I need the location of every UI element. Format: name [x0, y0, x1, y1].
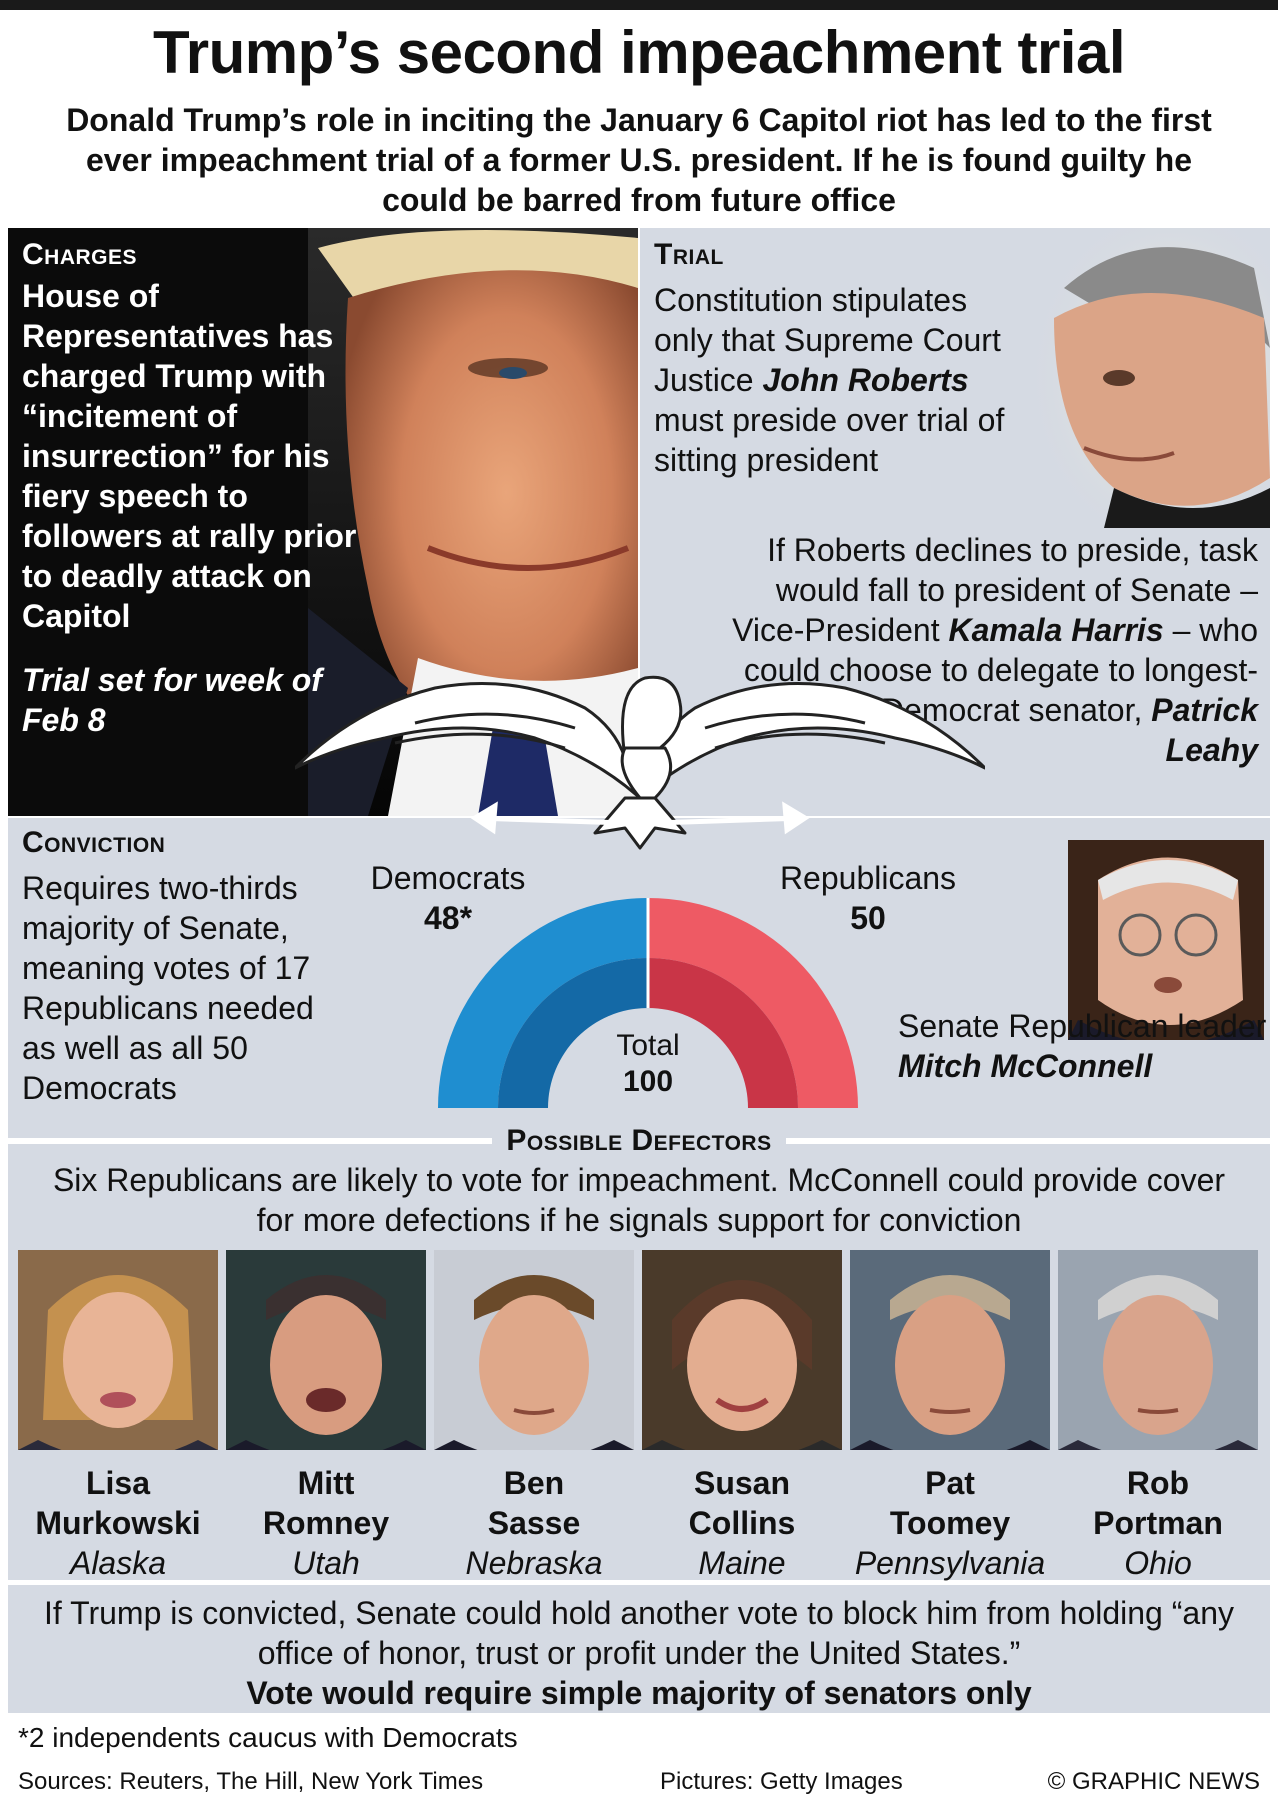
republicans-count: 50 — [850, 900, 886, 936]
trial-body-post: must preside over trial of sitting presi… — [654, 402, 1005, 478]
senator-last-name: Toomey — [889, 1505, 1011, 1541]
romney-photo — [226, 1250, 426, 1460]
trial-panel: Trial Constitution stipulates only that … — [640, 228, 1270, 816]
portman-photo — [1058, 1250, 1258, 1460]
conviction-outcome-panel: If Trump is convicted, Senate could hold… — [8, 1585, 1270, 1713]
defectors-panel: Possible Defectors Six Republicans are l… — [8, 1124, 1270, 1583]
senator-last-name: Sasse — [487, 1505, 581, 1541]
mcconnell-photo — [1068, 840, 1264, 1040]
conviction-body: Requires two-thirds majority of Senate, … — [22, 870, 314, 1106]
republicans-legend: Republicans 50 — [768, 858, 968, 938]
trial-body: Constitution stipulates only that Suprem… — [654, 280, 1014, 480]
democrats-legend: Democrats 48* — [353, 858, 543, 938]
senator-name: Mitt Romney — [226, 1463, 426, 1543]
senator-card-sasse: Ben Sasse Nebraska — [434, 1250, 634, 1583]
charges-body: House of Representatives has charged Tru… — [22, 278, 357, 634]
senator-last-name: Romney — [262, 1505, 390, 1541]
senator-state: Nebraska — [465, 1545, 603, 1581]
eagle-emblem-icon — [295, 675, 985, 850]
senator-name: Rob Portman — [1058, 1463, 1258, 1543]
senator-state: Ohio — [1124, 1545, 1192, 1581]
senator-name: Pat Toomey — [850, 1463, 1050, 1543]
democrats-count: 48* — [423, 900, 473, 936]
top-rule — [0, 0, 1278, 10]
democrats-label: Democrats — [370, 860, 526, 896]
senator-state: Alaska — [69, 1545, 167, 1581]
leahy-name: Patrick Leahy — [1151, 692, 1258, 768]
senator-name: Susan Collins — [642, 1463, 842, 1543]
total-block: Total 100 — [568, 1028, 728, 1100]
senator-last-name: Portman — [1093, 1505, 1223, 1541]
footnote: *2 independents caucus with Democrats — [18, 1722, 518, 1753]
trial-body-secondary: If Roberts declines to preside, task wou… — [698, 530, 1258, 770]
pictures-credit: Pictures: Getty Images — [660, 1768, 903, 1795]
defectors-heading-wrap: Possible Defectors — [8, 1124, 1270, 1158]
senator-first-name: Lisa — [85, 1465, 151, 1501]
roberts-photo — [1024, 228, 1270, 528]
murkowski-photo — [18, 1250, 218, 1460]
mcconnell-name: Mitch McConnell — [898, 1048, 1153, 1084]
copyright-credit: © GRAPHIC NEWS — [1047, 1768, 1260, 1795]
arc-segment-democrats — [438, 898, 648, 1108]
senator-card-toomey: Pat Toomey Pennsylvania — [850, 1250, 1050, 1583]
senator-state: Utah — [292, 1545, 360, 1581]
senator-state: Maine — [698, 1545, 786, 1581]
trial-body-pre: Constitution stipulates only that Suprem… — [654, 282, 1001, 398]
outcome-text-block: If Trump is convicted, Senate could hold… — [38, 1593, 1240, 1713]
page-title: Trump’s second impeachment trial — [152, 19, 1126, 86]
arc-inner-segment-democrats — [498, 958, 648, 1108]
arc-inner-segment-republicans — [648, 958, 798, 1108]
conviction-panel: Conviction Requires two-thirds majority … — [8, 818, 1270, 1138]
arc-segment-republicans — [648, 898, 858, 1108]
senator-name: Lisa Murkowski — [18, 1463, 218, 1543]
senator-last-name: Collins — [688, 1505, 796, 1541]
mcconnell-caption: Senate Republican leader Mitch McConnell — [898, 1006, 1268, 1086]
intro-text: Donald Trump’s role in inciting the Janu… — [66, 102, 1212, 218]
defectors-body: Six Republicans are likely to vote for i… — [52, 1162, 1226, 1238]
senator-last-name: Murkowski — [35, 1505, 201, 1541]
collins-photo — [642, 1250, 842, 1460]
mcconnell-title: Senate Republican leader — [898, 1008, 1267, 1044]
total-value: 100 — [622, 1065, 674, 1098]
senator-card-romney: Mitt Romney Utah — [226, 1250, 426, 1583]
total-label: Total — [616, 1029, 680, 1062]
senator-first-name: Rob — [1126, 1465, 1190, 1501]
harris-name: Kamala Harris — [948, 612, 1164, 648]
senators-row: Lisa Murkowski Alaska Mitt Romney Utah B — [14, 1250, 1266, 1583]
roberts-name: John Roberts — [762, 362, 969, 398]
senator-first-name: Ben — [503, 1465, 565, 1501]
sources-credit: Sources: Reuters, The Hill, New York Tim… — [18, 1768, 484, 1795]
senator-name: Ben Sasse — [434, 1463, 634, 1543]
trial-heading: Trial — [654, 238, 724, 271]
toomey-photo — [850, 1250, 1050, 1460]
sasse-photo — [434, 1250, 634, 1460]
republicans-label: Republicans — [779, 860, 957, 896]
senator-first-name: Pat — [925, 1465, 975, 1501]
senator-card-murkowski: Lisa Murkowski Alaska — [18, 1250, 218, 1583]
trial-body2-pre: If Roberts declines to preside, task wou… — [732, 532, 1258, 648]
senator-first-name: Mitt — [297, 1465, 355, 1501]
senator-first-name: Susan — [693, 1465, 791, 1501]
charges-trial-date: Trial set for week of Feb 8 — [22, 662, 322, 738]
senator-card-portman: Rob Portman Ohio — [1058, 1250, 1258, 1583]
outcome-text: If Trump is convicted, Senate could hold… — [44, 1595, 1234, 1671]
senator-state: Pennsylvania — [854, 1545, 1046, 1581]
outcome-bold-text: Vote would require simple majority of se… — [246, 1675, 1032, 1711]
charges-text-block: Charges House of Representatives has cha… — [22, 238, 382, 740]
senate-arc-chart — [438, 898, 858, 1108]
charges-heading: Charges — [22, 238, 138, 271]
conviction-heading: Conviction — [22, 826, 166, 859]
senator-card-collins: Susan Collins Maine — [642, 1250, 842, 1583]
defectors-heading: Possible Defectors — [492, 1124, 786, 1157]
